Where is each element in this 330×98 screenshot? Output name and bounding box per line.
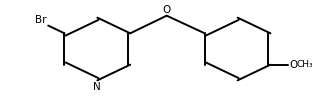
Text: O: O xyxy=(289,60,298,70)
Text: O: O xyxy=(162,5,171,15)
Text: Br: Br xyxy=(35,15,46,25)
Text: CH₃: CH₃ xyxy=(296,60,313,69)
Text: N: N xyxy=(93,82,101,92)
